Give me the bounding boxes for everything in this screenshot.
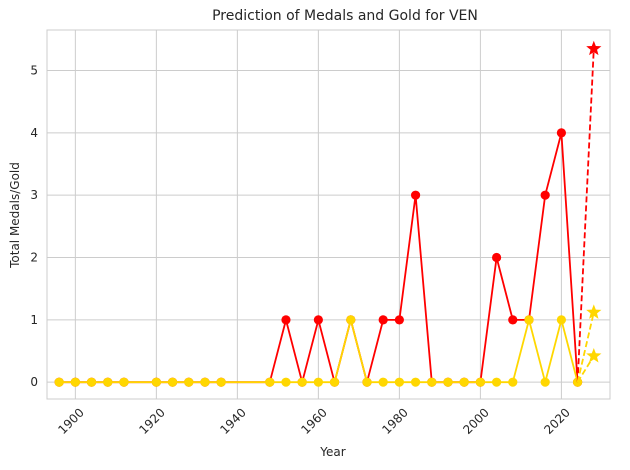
data-point-gold (297, 377, 307, 387)
data-point-gold (427, 377, 437, 387)
data-point-gold (167, 377, 178, 387)
data-point-gold (103, 377, 113, 387)
y-tick-label: 3 (30, 188, 38, 202)
data-point-total (281, 315, 291, 325)
data-point-gold (540, 377, 550, 387)
y-axis-label: Total Medals/Gold (8, 162, 22, 269)
grid (47, 30, 610, 399)
prediction-star-gold (586, 304, 602, 319)
x-tick-label: 1940 (217, 405, 248, 436)
data-point-gold (216, 377, 226, 387)
prediction-line-gold (576, 355, 595, 383)
data-point-gold (119, 377, 129, 387)
data-point-gold (151, 377, 161, 387)
x-axis-label: Year (319, 445, 345, 459)
data-point-gold (362, 377, 372, 387)
data-point-gold (86, 377, 97, 387)
data-point-gold (313, 377, 323, 387)
data-point-total (556, 128, 566, 138)
y-tick-label: 4 (30, 126, 38, 140)
data-point-gold (54, 377, 64, 387)
data-point-gold (346, 315, 356, 325)
data-point-total (378, 315, 388, 325)
x-tick-label: 2020 (541, 405, 572, 436)
y-tick-label: 1 (30, 313, 38, 327)
x-tick-label: 1960 (298, 405, 329, 436)
data-point-gold (184, 377, 194, 387)
data-point-gold (475, 377, 485, 387)
data-point-gold (394, 377, 404, 387)
prediction-star-gold (586, 347, 602, 363)
data-point-total (508, 315, 518, 325)
prediction-line-gold (576, 312, 595, 383)
prediction-star-total (586, 40, 602, 56)
data-point-gold (410, 377, 421, 387)
data-point-gold (508, 377, 518, 387)
data-point-gold (524, 315, 534, 325)
x-tick-label: 1920 (136, 405, 167, 436)
data-point-gold (281, 377, 291, 387)
prediction-line-total (576, 48, 595, 383)
x-tick-label: 2000 (460, 405, 491, 436)
data-point-gold (378, 377, 388, 387)
data-point-total (410, 190, 421, 200)
x-tick-label: 1980 (379, 405, 410, 436)
data-point-gold (459, 377, 469, 387)
data-point-gold (200, 377, 210, 387)
data-point-gold (491, 377, 502, 387)
plot-frame (46, 29, 611, 400)
y-tick-label: 5 (30, 64, 38, 78)
data-point-total (540, 190, 550, 200)
x-tick-label: 1900 (55, 405, 86, 436)
y-tick-label: 2 (30, 251, 38, 265)
data-point-total (394, 315, 404, 325)
data-point-gold (70, 377, 80, 387)
chart-title: Prediction of Medals and Gold for VEN (212, 8, 478, 24)
plot-area (54, 40, 602, 387)
data-point-gold (556, 315, 566, 325)
data-point-total (313, 315, 323, 325)
data-point-gold (443, 377, 453, 387)
y-tick-label: 0 (30, 375, 38, 389)
data-point-total (491, 252, 502, 263)
data-point-gold (265, 377, 275, 387)
data-point-gold (329, 377, 340, 387)
